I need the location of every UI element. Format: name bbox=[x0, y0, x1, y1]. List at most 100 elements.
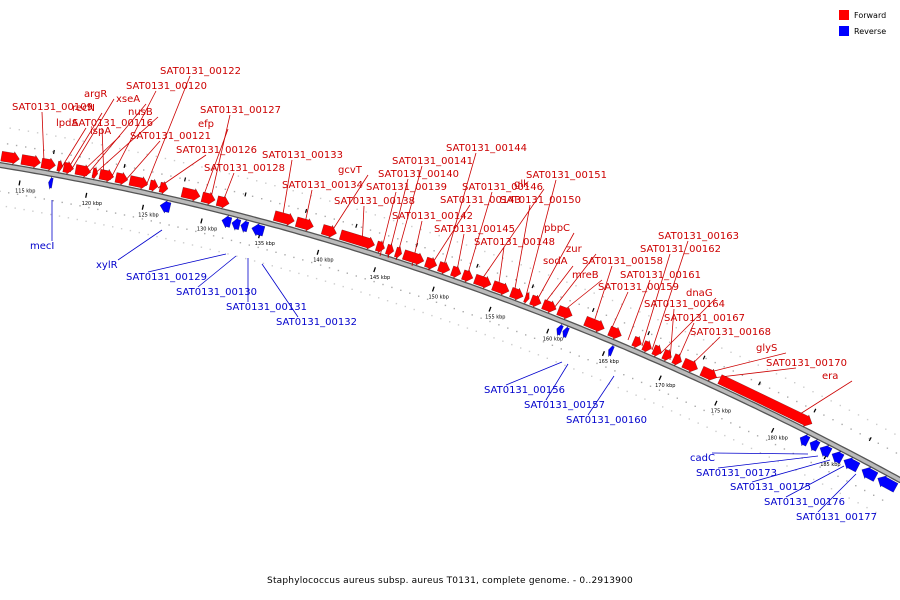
reverse-gene-arrow[interactable] bbox=[608, 344, 615, 357]
reverse-gene-label[interactable]: mecI bbox=[30, 241, 54, 252]
reverse-gene-arrow[interactable] bbox=[221, 215, 233, 229]
forward-gene-label[interactable]: SAT0131_00163 bbox=[658, 231, 739, 242]
forward-gene-label[interactable]: SAT0131_00138 bbox=[334, 196, 415, 207]
forward-gene-arrow[interactable] bbox=[128, 175, 149, 190]
forward-gene-arrow[interactable] bbox=[180, 187, 201, 202]
forward-gene-label[interactable]: SAT0131_00121 bbox=[130, 131, 211, 142]
forward-gene-label[interactable]: SAT0131_00167 bbox=[664, 313, 745, 324]
forward-gene-label[interactable]: xseA bbox=[116, 94, 140, 105]
reverse-gene-arrow[interactable] bbox=[251, 223, 266, 237]
forward-gene-arrow[interactable] bbox=[394, 246, 402, 260]
forward-gene-label[interactable]: SAT0131_00161 bbox=[620, 270, 701, 281]
reverse-gene-label[interactable]: SAT0131_00132 bbox=[276, 317, 357, 328]
forward-gene-label[interactable]: ispA bbox=[90, 126, 111, 137]
forward-gene-label[interactable]: nusB bbox=[128, 107, 153, 118]
forward-gene-label[interactable]: SAT0131_00134 bbox=[282, 180, 363, 191]
reverse-gene-label[interactable]: SAT0131_00160 bbox=[566, 415, 647, 426]
forward-gene-label[interactable]: SAT0131_00122 bbox=[160, 66, 241, 77]
reverse-gene-arrow[interactable] bbox=[240, 219, 250, 233]
reverse-gene-label[interactable]: cadC bbox=[690, 453, 715, 464]
forward-gene-arrow[interactable] bbox=[148, 178, 159, 193]
reverse-gene-arrow[interactable] bbox=[843, 457, 861, 473]
forward-gene-arrow[interactable] bbox=[20, 154, 41, 169]
reverse-gene-label[interactable]: SAT0131_00176 bbox=[764, 497, 845, 508]
reverse-gene-arrow[interactable] bbox=[831, 451, 845, 464]
forward-gene-label[interactable]: pbpC bbox=[544, 223, 570, 234]
forward-gene-arrow[interactable] bbox=[320, 224, 337, 239]
reverse-gene-label[interactable]: SAT0131_00131 bbox=[226, 302, 307, 313]
forward-gene-arrow[interactable] bbox=[40, 157, 56, 172]
forward-gene-label[interactable]: SAT0131_00133 bbox=[262, 150, 343, 161]
reverse-gene-arrow[interactable] bbox=[819, 445, 833, 458]
forward-gene-label[interactable]: SAT0131_00139 bbox=[366, 182, 447, 193]
forward-gene-arrow[interactable] bbox=[473, 273, 492, 289]
forward-gene-label[interactable]: sodA bbox=[543, 256, 568, 267]
forward-gene-arrow[interactable] bbox=[0, 151, 20, 165]
forward-gene-arrow[interactable] bbox=[491, 280, 510, 296]
forward-gene-label[interactable]: SAT0131_00162 bbox=[640, 244, 721, 255]
forward-gene-label[interactable]: SAT0131_00126 bbox=[176, 145, 257, 156]
forward-gene-arrow[interactable] bbox=[450, 265, 462, 279]
forward-gene-label[interactable]: SAT0131_00128 bbox=[204, 163, 285, 174]
forward-gene-label[interactable]: era bbox=[822, 371, 838, 382]
reverse-gene-arrow[interactable] bbox=[877, 475, 899, 493]
forward-gene-label[interactable]: SAT0131_00140 bbox=[378, 169, 459, 180]
reverse-gene-arrow[interactable] bbox=[231, 217, 242, 231]
reverse-gene-arrow[interactable] bbox=[556, 323, 564, 336]
forward-gene-label[interactable]: SAT0131_00170 bbox=[766, 358, 847, 369]
reverse-gene-arrow[interactable] bbox=[48, 176, 54, 190]
reverse-gene-arrow[interactable] bbox=[861, 466, 879, 482]
forward-gene-label[interactable]: argR bbox=[84, 89, 107, 100]
reverse-gene-arrow[interactable] bbox=[809, 439, 821, 452]
reverse-gene-label[interactable]: SAT0131_00175 bbox=[730, 482, 811, 493]
forward-gene-arrow[interactable] bbox=[461, 269, 474, 283]
forward-gene-arrow[interactable] bbox=[541, 299, 557, 314]
reverse-gene-arrow[interactable] bbox=[159, 200, 172, 214]
forward-gene-label[interactable]: SAT0131_00159 bbox=[598, 282, 679, 293]
forward-gene-arrow[interactable] bbox=[529, 294, 542, 308]
forward-gene-label[interactable]: lpdA bbox=[56, 118, 78, 129]
forward-gene-label[interactable]: SAT0131_00116 bbox=[72, 118, 153, 129]
forward-gene-arrow[interactable] bbox=[717, 374, 813, 427]
forward-gene-label[interactable]: recN bbox=[72, 103, 95, 114]
forward-gene-arrow[interactable] bbox=[651, 344, 662, 358]
forward-gene-arrow[interactable] bbox=[91, 166, 98, 180]
reverse-gene-label[interactable]: SAT0131_00157 bbox=[524, 400, 605, 411]
forward-gene-arrow[interactable] bbox=[158, 181, 169, 195]
forward-gene-label[interactable]: SAT0131_00151 bbox=[526, 170, 607, 181]
forward-gene-arrow[interactable] bbox=[402, 249, 425, 266]
forward-gene-arrow[interactable] bbox=[272, 210, 295, 226]
forward-gene-arrow[interactable] bbox=[62, 161, 74, 175]
forward-gene-label[interactable]: SAT0131_00158 bbox=[582, 256, 663, 267]
forward-gene-label[interactable]: SAT0131_00146 bbox=[462, 182, 543, 193]
forward-gene-arrow[interactable] bbox=[607, 325, 622, 340]
forward-gene-label[interactable]: SAT0131_00142 bbox=[392, 211, 473, 222]
forward-gene-label[interactable]: SAT0131_00150 bbox=[500, 195, 581, 206]
forward-gene-label[interactable]: efp bbox=[198, 119, 214, 130]
reverse-gene-label[interactable]: xylR bbox=[96, 260, 118, 271]
reverse-gene-label[interactable]: SAT0131_00156 bbox=[484, 385, 565, 396]
forward-gene-label[interactable]: SAT0131_00148 bbox=[474, 237, 555, 248]
reverse-gene-label[interactable]: SAT0131_00173 bbox=[696, 468, 777, 479]
forward-gene-label[interactable]: SAT0131_00127 bbox=[200, 105, 281, 116]
forward-gene-label[interactable]: SAT0131_00120 bbox=[126, 81, 207, 92]
forward-gene-label[interactable]: glyS bbox=[756, 343, 777, 354]
forward-gene-arrow[interactable] bbox=[375, 240, 385, 254]
forward-gene-arrow[interactable] bbox=[583, 316, 605, 333]
forward-gene-label[interactable]: SAT0131_00141 bbox=[392, 156, 473, 167]
forward-gene-label[interactable]: SAT0131_00143 bbox=[440, 195, 521, 206]
forward-gene-label[interactable]: gcvT bbox=[338, 165, 363, 176]
forward-gene-arrow[interactable] bbox=[509, 287, 524, 301]
forward-gene-label[interactable]: SAT0131_00164 bbox=[644, 299, 725, 310]
forward-gene-arrow[interactable] bbox=[523, 291, 530, 304]
forward-gene-arrow[interactable] bbox=[556, 305, 573, 320]
forward-gene-arrow[interactable] bbox=[215, 195, 230, 209]
reverse-gene-label[interactable]: SAT0131_00129 bbox=[126, 272, 207, 283]
forward-gene-arrow[interactable] bbox=[437, 261, 451, 275]
forward-gene-arrow[interactable] bbox=[671, 353, 682, 366]
forward-gene-arrow[interactable] bbox=[114, 172, 129, 186]
forward-gene-arrow[interactable] bbox=[339, 229, 375, 250]
forward-gene-arrow[interactable] bbox=[385, 243, 394, 257]
forward-gene-label[interactable]: glk bbox=[514, 179, 529, 190]
forward-gene-label[interactable]: SAT0131_00145 bbox=[434, 224, 515, 235]
